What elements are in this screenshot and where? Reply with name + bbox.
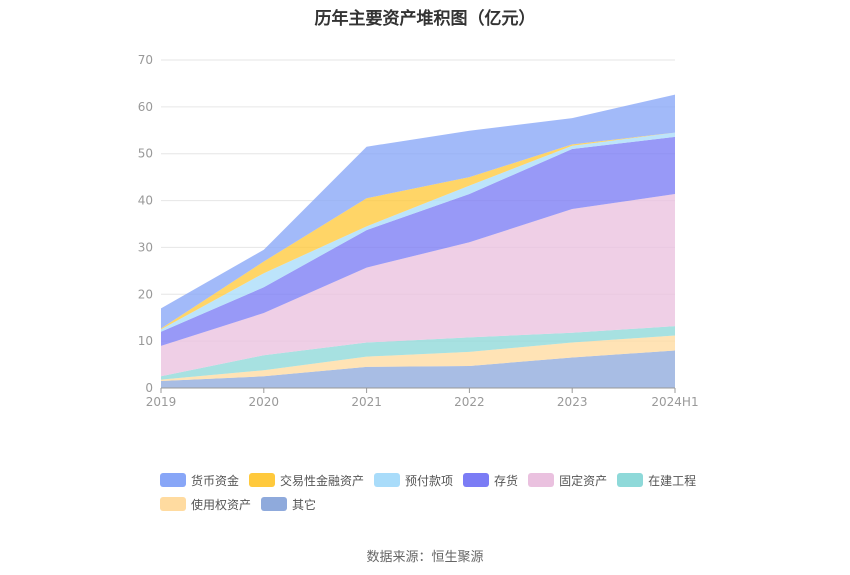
legend-item[interactable]: 存货	[463, 471, 518, 489]
y-tick-label: 0	[145, 381, 153, 395]
legend: 货币资金 交易性金融资产 预付款项 存货 固定资产 在建工程使用权资产 其它	[160, 471, 720, 519]
legend-item[interactable]: 固定资产	[528, 471, 607, 489]
x-tick-label: 2019	[146, 395, 177, 409]
legend-label: 存货	[494, 473, 519, 488]
area-series-0	[161, 350, 675, 388]
y-tick-label: 30	[138, 240, 153, 254]
legend-swatch	[249, 473, 276, 487]
data-source: 数据来源：恒生聚源	[366, 550, 484, 565]
legend-label: 交易性金融资产	[280, 473, 365, 488]
legend-swatch	[528, 473, 555, 487]
legend-item[interactable]: 使用权资产	[160, 495, 251, 513]
legend-item[interactable]: 交易性金融资产	[249, 471, 364, 489]
area-series-7	[161, 94, 675, 329]
x-tick-label: 2024H1	[651, 395, 698, 409]
legend-swatch	[374, 473, 401, 487]
area-series-4	[161, 136, 675, 346]
legend-swatch	[463, 473, 490, 487]
legend-item[interactable]: 在建工程	[617, 471, 696, 489]
legend-item[interactable]: 预付款项	[374, 471, 453, 489]
legend-label: 使用权资产	[191, 497, 252, 512]
legend-swatch	[261, 497, 288, 511]
y-tick-label: 40	[138, 194, 153, 208]
legend-item[interactable]: 货币资金	[160, 471, 239, 489]
legend-label: 固定资产	[559, 473, 608, 488]
legend-label: 预付款项	[405, 473, 454, 488]
x-tick-label: 2022	[454, 395, 485, 409]
legend-swatch	[617, 473, 644, 487]
y-tick-label: 50	[138, 147, 153, 161]
legend-item[interactable]: 其它	[261, 495, 316, 513]
y-tick-label: 70	[138, 53, 153, 67]
area-series-1	[161, 335, 675, 381]
y-tick-label: 60	[138, 100, 153, 114]
legend-swatch	[160, 473, 186, 487]
axes: 0 10 20 30 40 50 60 70 2019 2020 2021 2022 2023 2024H…	[138, 53, 699, 409]
x-tick-label: 2020	[249, 395, 280, 409]
chart-title: 历年主要资产堆积图（亿元）	[314, 9, 536, 29]
area-series-2	[161, 326, 675, 380]
legend-label: 货币资金	[191, 473, 240, 488]
legend-label: 在建工程	[648, 473, 697, 488]
y-tick-label: 10	[138, 334, 153, 348]
x-tick-label: 2021	[351, 395, 382, 409]
legend-swatch	[160, 497, 186, 511]
area-series	[161, 94, 675, 388]
legend-label: 其它	[292, 497, 317, 512]
x-tick-label: 2023	[557, 395, 588, 409]
area-series-3	[161, 194, 675, 377]
y-tick-label: 20	[138, 287, 153, 301]
